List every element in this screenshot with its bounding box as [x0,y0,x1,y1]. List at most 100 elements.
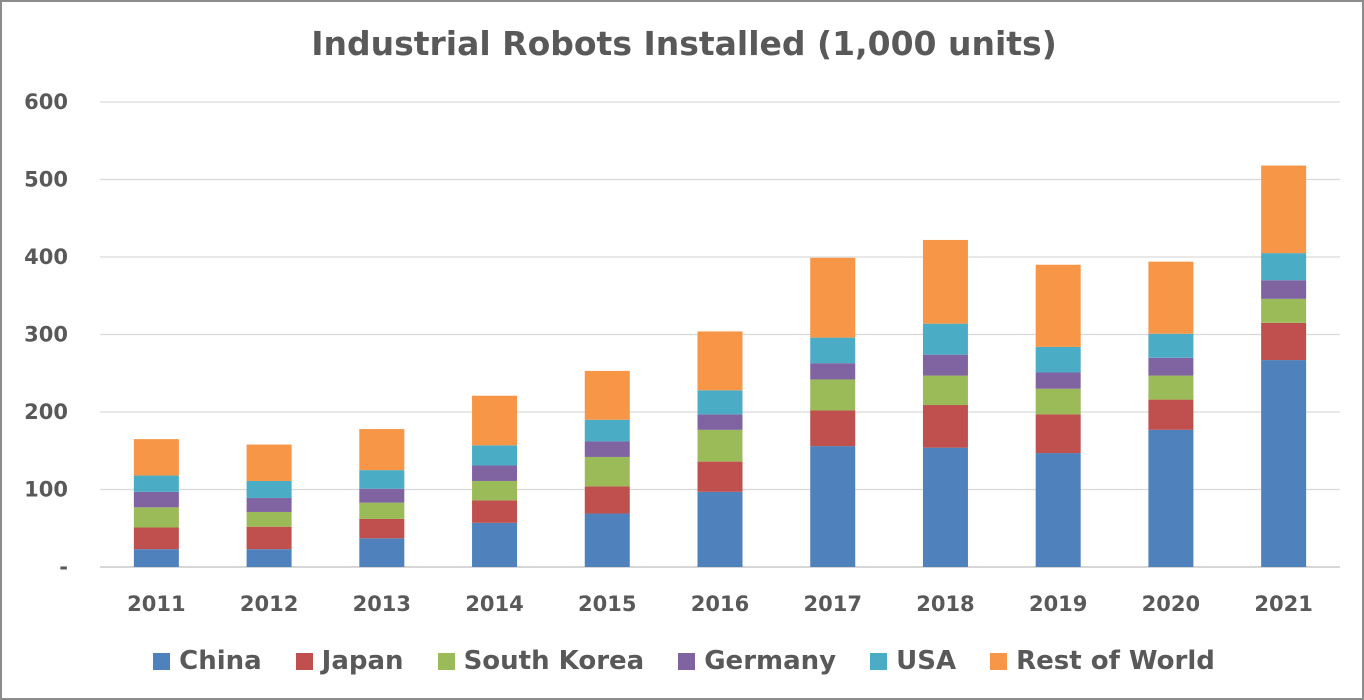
bar-segment-germany-2012 [246,498,292,512]
bar-segment-rest-of-world-2016 [697,331,743,391]
x-tick-label: 2021 [1254,592,1312,616]
bar-segment-japan-2011 [133,527,179,550]
bar-segment-china-2017 [810,446,856,567]
bar-segment-japan-2017 [810,410,856,447]
x-tick-label: 2013 [353,592,411,616]
legend-item-japan: Japan [295,646,404,676]
bar-segment-rest-of-world-2015 [584,370,630,420]
bar-segment-rest-of-world-2013 [359,429,405,471]
legend-item-south-korea: South Korea [437,646,645,676]
bar-segment-usa-2020 [1148,333,1194,358]
bar-segment-rest-of-world-2020 [1148,261,1194,334]
bar-segment-usa-2015 [584,419,630,442]
legend-swatch [153,652,171,670]
bar-segment-japan-2015 [584,486,630,514]
bar-segment-south-korea-2016 [697,429,743,462]
bar-segment-south-korea-2017 [810,379,856,411]
x-tick-label: 2020 [1142,592,1200,616]
legend-item-china: China [153,646,262,676]
bar-segment-south-korea-2013 [359,502,405,519]
y-tick-label: - [59,555,68,579]
legend-item-usa: USA [870,646,956,676]
bar-segment-germany-2017 [810,363,856,380]
bar-segment-rest-of-world-2018 [922,239,968,324]
bar-segment-south-korea-2011 [133,507,179,528]
bar-segment-south-korea-2018 [922,375,968,406]
legend-label: Germany [704,646,837,676]
bar-segment-south-korea-2015 [584,456,630,487]
bar-segment-usa-2012 [246,480,292,499]
bar-segment-usa-2016 [697,390,743,415]
bar-segment-china-2018 [922,447,968,567]
legend-item-rest-of-world: Rest of World [990,646,1215,676]
y-tick-label: 300 [24,323,68,347]
legend-label: South Korea [463,646,645,676]
bar-segment-china-2019 [1035,453,1081,567]
bar-segment-japan-2012 [246,526,292,550]
x-tick-label: 2018 [916,592,974,616]
x-tick-label: 2016 [691,592,749,616]
bar-segment-china-2020 [1148,429,1194,567]
bar-segment-japan-2020 [1148,399,1194,430]
bar-segment-germany-2018 [922,354,968,376]
y-tick-label: 100 [24,478,68,502]
legend-item-germany: Germany [678,646,836,676]
bar-segment-japan-2016 [697,461,743,492]
bar-segment-germany-2015 [584,441,630,457]
bar-segment-usa-2014 [472,445,518,466]
bar-segment-usa-2019 [1035,346,1081,373]
y-tick-label: 400 [24,245,68,269]
bar-segment-usa-2013 [359,470,405,489]
legend-swatch [990,652,1008,670]
bar-segment-germany-2020 [1148,357,1194,376]
chart-title: Industrial Robots Installed (1,000 units… [311,24,1057,63]
bar-segment-usa-2018 [922,323,968,355]
x-tick-label: 2015 [578,592,636,616]
bar-segment-japan-2019 [1035,414,1081,454]
bar-segment-rest-of-world-2021 [1261,165,1307,254]
bar-segment-japan-2021 [1261,322,1307,361]
bar-segment-south-korea-2019 [1035,388,1081,415]
legend-swatch [437,652,455,670]
bar-segment-germany-2013 [359,488,405,503]
legend-swatch [870,652,888,670]
bar-segment-china-2014 [472,522,518,567]
bar-segment-china-2015 [584,513,630,567]
bar-segment-rest-of-world-2017 [810,257,856,338]
bar-segment-japan-2018 [922,405,968,448]
bar-segment-usa-2017 [810,337,856,364]
bar-segment-rest-of-world-2014 [472,395,518,446]
bar-segment-china-2012 [246,549,292,567]
bar-segment-south-korea-2014 [472,480,518,501]
legend-label: China [179,646,262,676]
x-tick-label: 2014 [465,592,523,616]
bar-segment-china-2016 [697,491,743,567]
bar-segment-usa-2021 [1261,253,1307,281]
bar-segment-germany-2014 [472,465,518,481]
bar-segment-japan-2013 [359,518,405,539]
bar-segment-rest-of-world-2011 [133,439,179,476]
legend-label: Japan [321,646,404,676]
bar-segment-south-korea-2021 [1261,298,1307,323]
legend-swatch [295,652,313,670]
bar-segment-rest-of-world-2012 [246,444,292,481]
bar-segment-south-korea-2012 [246,511,292,527]
bar-segment-germany-2019 [1035,372,1081,389]
y-tick-label: 200 [24,400,68,424]
bar-segment-south-korea-2020 [1148,375,1194,400]
y-tick-label: 600 [24,90,68,114]
legend-label: USA [896,646,957,676]
bar-segment-usa-2011 [133,475,179,492]
bar-segment-germany-2011 [133,491,179,508]
legend-swatch [678,652,696,670]
bar-segment-china-2021 [1261,360,1307,567]
bar-segment-china-2011 [133,549,179,567]
x-tick-label: 2017 [804,592,862,616]
x-tick-label: 2011 [127,592,185,616]
bar-segment-rest-of-world-2019 [1035,264,1081,347]
bar-segment-germany-2021 [1261,280,1307,299]
bar-segment-japan-2014 [472,500,518,523]
bar-segment-china-2013 [359,538,405,567]
